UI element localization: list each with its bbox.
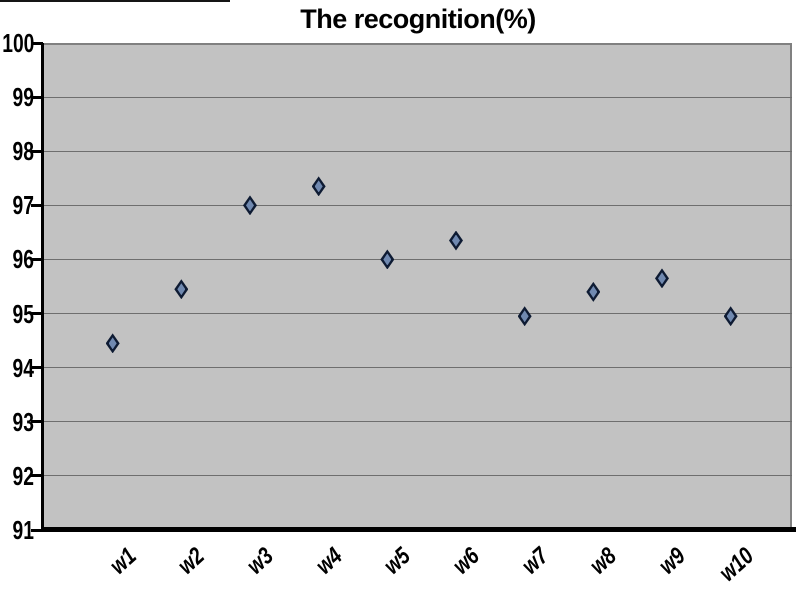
x-tick-label-w9: w9 xyxy=(653,542,691,580)
x-tick-label-w8: w8 xyxy=(584,542,623,580)
gridline-97 xyxy=(44,204,792,206)
x-tick-label-w7: w7 xyxy=(516,542,554,580)
y-tick-label-91: 91 xyxy=(12,515,34,545)
y-axis-line xyxy=(41,43,44,532)
data-point-w10 xyxy=(723,306,738,327)
diamond-marker-fill xyxy=(383,253,392,266)
y-tick-label-97: 97 xyxy=(12,190,34,221)
diamond-marker-fill xyxy=(108,337,117,350)
y-tick-98 xyxy=(31,149,43,153)
x-tick-label-w5: w5 xyxy=(378,542,417,580)
data-point-w2 xyxy=(174,279,189,300)
y-tick-99 xyxy=(31,95,43,99)
gridline-98 xyxy=(44,150,792,152)
data-point-w4 xyxy=(311,176,326,197)
data-point-w5 xyxy=(380,249,395,270)
x-tick-label-w6: w6 xyxy=(447,542,485,580)
gridline-92 xyxy=(44,475,792,477)
gridline-93 xyxy=(44,421,792,423)
y-tick-91 xyxy=(31,528,43,532)
y-tick-95 xyxy=(31,312,43,316)
y-tick-label-93: 93 xyxy=(12,406,34,437)
x-tick-label-w4: w4 xyxy=(310,542,348,580)
x-tick-label-w2: w2 xyxy=(172,542,211,580)
diamond-marker-fill xyxy=(520,310,529,323)
y-tick-96 xyxy=(31,257,43,261)
y-tick-label-99: 99 xyxy=(12,82,34,113)
x-tick-label-w1: w1 xyxy=(104,542,142,580)
y-tick-97 xyxy=(31,203,43,207)
diamond-marker-fill xyxy=(657,272,666,285)
diamond-marker-fill xyxy=(245,199,254,212)
y-tick-label-95: 95 xyxy=(12,298,34,329)
y-tick-label-92: 92 xyxy=(12,460,34,491)
x-axis-line xyxy=(41,527,796,532)
y-tick-label-100: 100 xyxy=(1,28,34,58)
y-tick-label-96: 96 xyxy=(12,244,34,275)
y-tick-94 xyxy=(31,366,43,370)
y-tick-label-98: 98 xyxy=(12,136,34,167)
diamond-marker-fill xyxy=(314,180,323,193)
diamond-marker-fill xyxy=(589,285,598,298)
data-point-w8 xyxy=(586,281,601,302)
diamond-marker-fill xyxy=(177,283,186,296)
y-tick-100 xyxy=(31,41,43,45)
x-tick-label-w10: w10 xyxy=(714,542,760,587)
y-tick-93 xyxy=(31,420,43,424)
x-tick-label-w3: w3 xyxy=(241,542,279,580)
data-point-w7 xyxy=(517,306,532,327)
plot-area xyxy=(44,43,792,527)
data-point-w9 xyxy=(654,268,669,289)
data-point-w6 xyxy=(448,230,463,251)
diamond-marker-fill xyxy=(451,234,460,247)
gridline-96 xyxy=(44,258,792,260)
diamond-marker-fill xyxy=(726,310,735,323)
data-point-w1 xyxy=(105,333,120,354)
chart-title: The recognition(%) xyxy=(300,4,536,34)
y-tick-label-94: 94 xyxy=(12,352,34,383)
data-point-w3 xyxy=(242,195,257,216)
y-tick-92 xyxy=(31,474,43,478)
gridline-94 xyxy=(44,367,792,369)
gridline-99 xyxy=(44,96,792,98)
top-edge-artifact-line xyxy=(0,0,230,2)
gridline-95 xyxy=(44,313,792,315)
